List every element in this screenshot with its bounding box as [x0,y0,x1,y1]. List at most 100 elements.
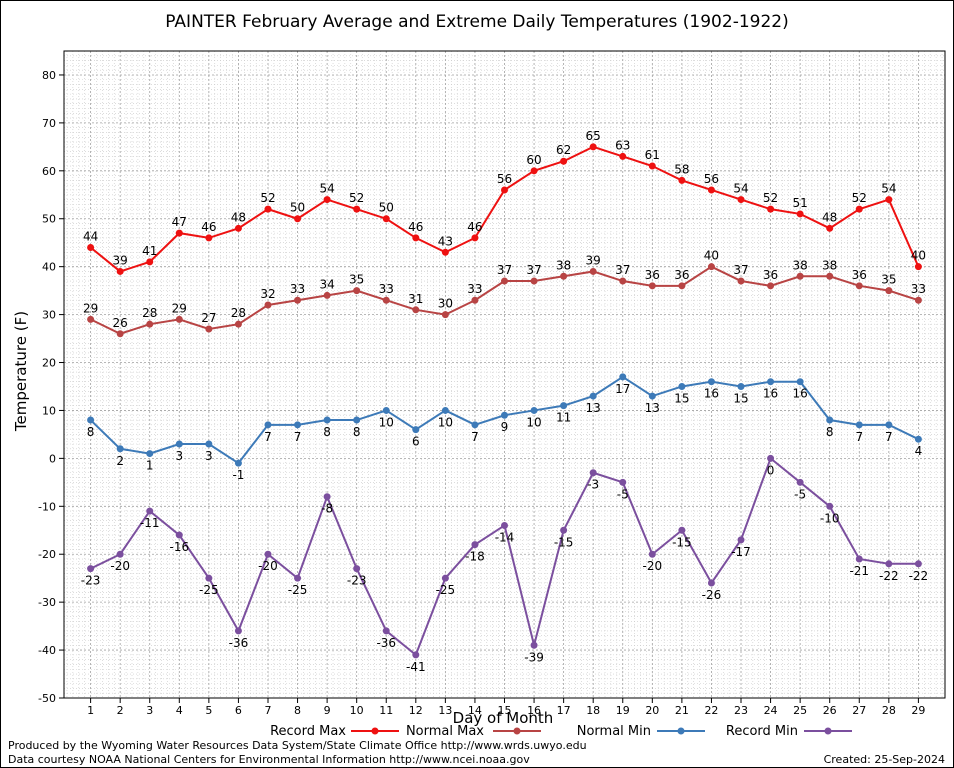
data-label: 61 [645,148,660,162]
data-label: 33 [290,282,305,296]
y-tick-label: -40 [38,644,56,657]
data-point [412,306,420,314]
data-label: 52 [852,191,867,205]
data-point [678,176,686,184]
data-point [678,526,686,534]
data-point [855,205,863,213]
y-tick-label: 0 [49,452,56,465]
y-tick-label: 60 [42,165,56,178]
data-point [412,651,420,659]
data-label: 4 [915,444,923,458]
data-point [146,450,154,458]
data-label: -22 [879,569,899,583]
data-point [353,565,361,573]
data-label: 46 [467,220,482,234]
x-tick-label: 27 [852,704,866,717]
data-label: 3 [205,449,213,463]
x-tick-label: 25 [793,704,807,717]
y-tick-label: 20 [42,357,56,370]
data-label: -18 [465,550,485,564]
x-tick-label: 21 [675,704,689,717]
data-label: 7 [294,430,302,444]
data-label: 65 [586,129,601,143]
data-point [146,320,154,328]
data-label: 43 [438,234,453,248]
data-point [501,277,508,285]
data-point [441,574,449,582]
data-point [234,627,242,635]
data-point [323,416,331,424]
data-label: -15 [672,535,692,549]
data-label: -36 [376,636,396,650]
data-point [678,282,686,290]
data-point [707,186,715,194]
y-tick-label: -20 [38,548,56,561]
x-tick-label: 23 [734,704,748,717]
data-label: 34 [319,277,334,291]
data-point [87,416,95,424]
data-label: 39 [113,253,128,267]
data-label: 54 [319,182,334,196]
data-label: 10 [379,415,394,429]
data-point [294,421,302,429]
data-point [116,550,124,558]
data-point [441,248,449,256]
data-point [737,277,745,285]
data-label: 7 [471,430,479,444]
data-point [530,406,538,414]
data-label: 17 [615,382,630,396]
data-label: 8 [87,425,95,439]
data-label: 37 [733,263,748,277]
data-label: 47 [172,215,187,229]
x-tick-label: 4 [176,704,183,717]
series-record-max: 44 39 41 47 46 48 52 50 54 52 50 46 43 46 56 60 62 65 63 61… [83,129,926,275]
x-tick-label: 20 [645,704,659,717]
data-point [678,382,686,390]
data-point [885,560,893,568]
data-label: 46 [408,220,423,234]
data-label: -10 [820,511,840,525]
footer-data-courtesy: Data courtesy NOAA National Centers for … [8,753,530,766]
footer-created: Created: 25-Sep-2024 [823,753,945,766]
data-label: 13 [645,401,660,415]
data-label: 39 [586,253,601,267]
y-tick-label: 80 [42,69,56,82]
data-point [826,224,834,232]
data-label: 9 [501,420,509,434]
data-point [560,157,568,165]
data-label: -25 [199,583,219,597]
data-point [471,421,479,429]
data-point [855,421,863,429]
data-point [205,234,213,242]
data-point [382,215,390,223]
data-label: 52 [260,191,275,205]
data-point [116,445,124,453]
legend-label: Normal Max [406,724,484,739]
data-label: -5 [617,487,629,501]
data-point [116,330,124,338]
data-point [619,373,627,381]
data-label: -20 [258,559,278,573]
data-label: 2 [116,454,124,468]
data-label: -3 [587,478,599,492]
data-point [767,205,775,213]
data-point [767,378,775,386]
data-label: 56 [704,172,719,186]
data-label: 46 [201,220,216,234]
data-label: -22 [909,569,929,583]
data-label: 32 [260,287,275,301]
data-point [412,234,420,242]
data-label: 28 [142,306,157,320]
data-point [264,421,272,429]
data-label: 35 [349,273,364,287]
x-tick-label: 10 [350,704,364,717]
data-point [264,301,272,309]
data-label: -25 [288,583,308,597]
data-point [589,469,597,477]
data-point [767,454,775,462]
data-point [707,263,715,271]
data-point [530,641,538,649]
data-label: 51 [792,196,807,210]
data-label: 7 [855,430,863,444]
